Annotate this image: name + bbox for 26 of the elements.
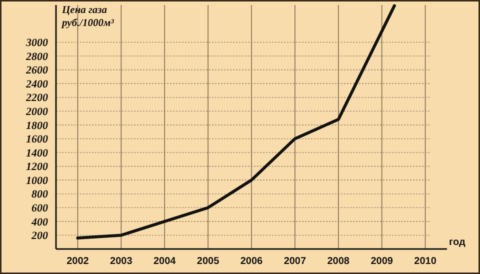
y-tick-label: 1000: [26, 174, 48, 187]
x-tick-label: 2003: [110, 256, 133, 267]
x-tick-label: 2007: [284, 256, 307, 267]
x-tick-label: 2009: [370, 256, 394, 267]
y-tick-label: 600: [32, 202, 48, 214]
y-tick-label: 1400: [26, 147, 48, 160]
x-tick-label: 2010: [414, 256, 437, 267]
x-tick-label: 2006: [240, 256, 264, 267]
y-tick-label: 800: [32, 188, 48, 201]
x-tick-label: 2004: [153, 256, 176, 267]
x-tick-label: 2002: [66, 256, 90, 267]
x-tick-label: 2008: [327, 256, 350, 267]
y-tick-label: 200: [30, 230, 48, 242]
y-tick-label: 2800: [25, 50, 48, 63]
y-tick-label: 2000: [25, 106, 48, 118]
y-tick-label: 1200: [26, 161, 48, 174]
y-tick-label: 1600: [26, 134, 48, 146]
y-tick-label: 2600: [25, 64, 48, 77]
y-tick-label: 1800: [26, 120, 48, 132]
y-axis-title: Цена газа руб./1000м³: [61, 5, 115, 29]
y-tick-label: 2400: [25, 78, 48, 90]
y-tick-label: 2200: [25, 92, 48, 104]
x-axis-title: год: [449, 237, 466, 248]
x-tick-label: 2005: [196, 256, 220, 267]
y-tick-label: 400: [30, 216, 48, 228]
y-tick-label: 3000: [25, 37, 48, 50]
